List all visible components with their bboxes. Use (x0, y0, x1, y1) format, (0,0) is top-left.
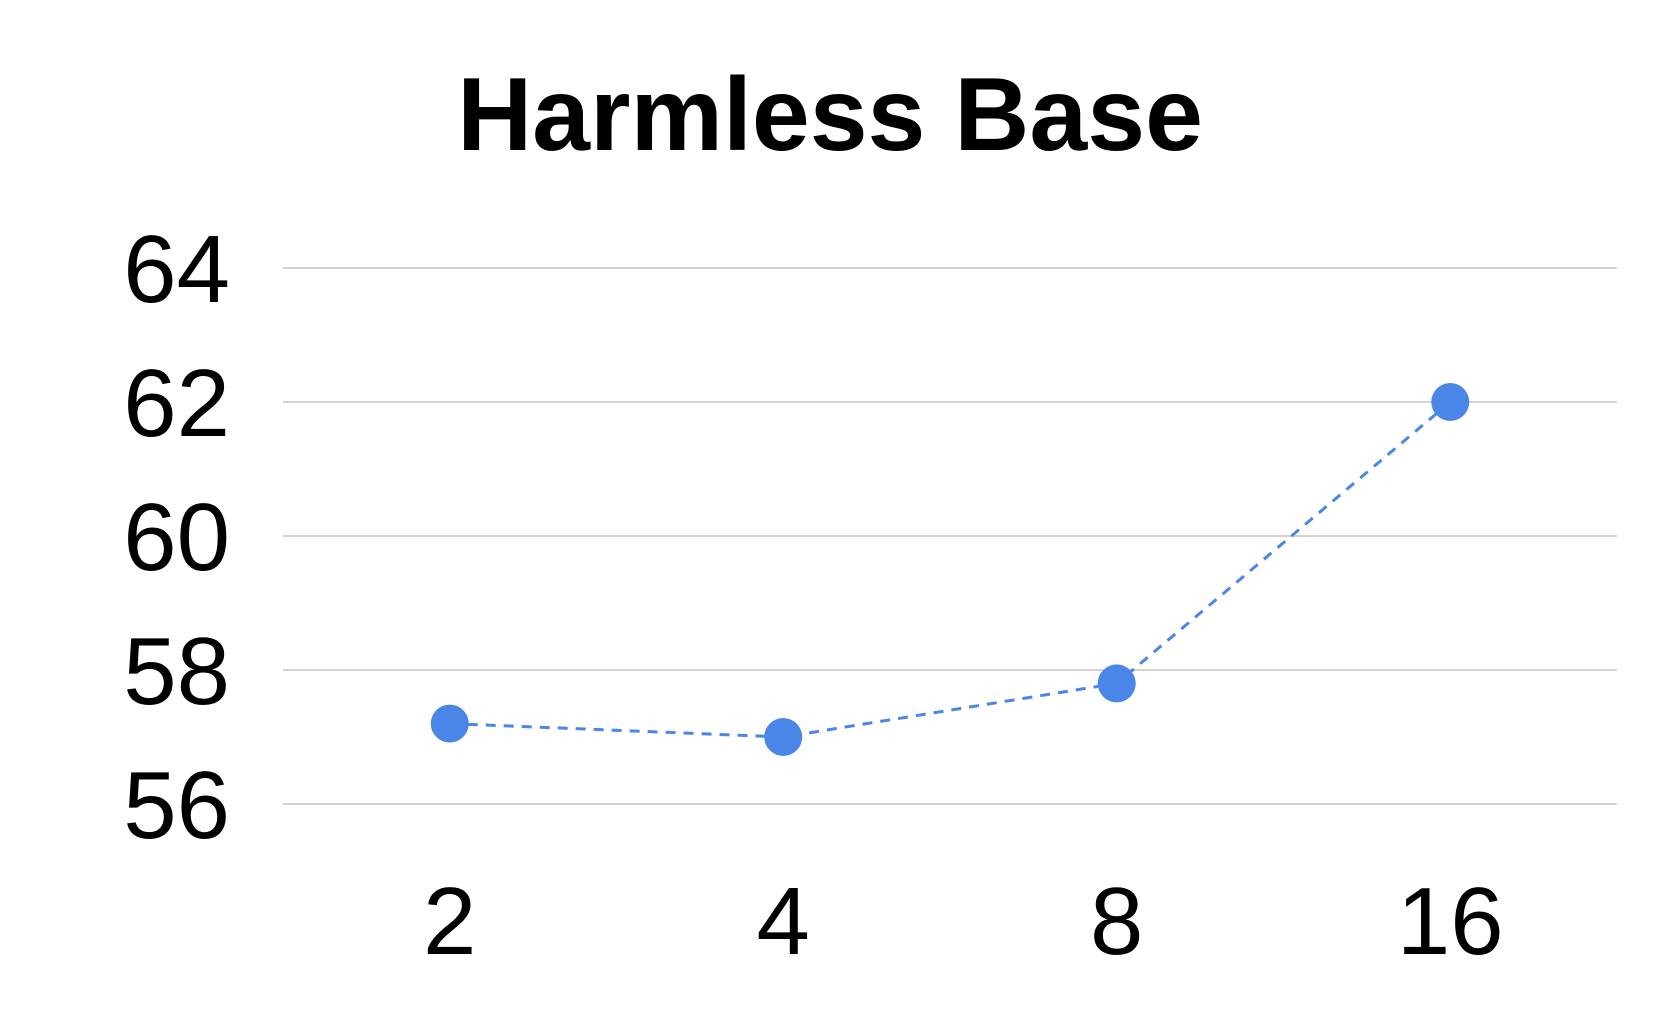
x-tick-label: 16 (1397, 868, 1504, 975)
data-point (764, 718, 803, 756)
y-tick-label: 60 (123, 484, 230, 591)
series-line (449, 400, 1452, 739)
data-point (1097, 664, 1136, 703)
y-tick-label: 58 (123, 618, 230, 725)
plot-area (430, 383, 1470, 756)
y-axis: 56 58 60 62 64 (123, 216, 230, 859)
y-tick-label: 64 (123, 216, 230, 323)
data-point (430, 704, 469, 743)
y-tick-label: 62 (123, 350, 230, 457)
x-tick-label: 2 (423, 868, 476, 975)
grid (283, 267, 1617, 805)
x-axis: 2 4 8 16 (423, 868, 1504, 975)
chart-title: Harmless Base (457, 57, 1203, 173)
data-point (1431, 383, 1470, 421)
x-tick-label: 8 (1090, 868, 1143, 975)
x-tick-label: 4 (757, 868, 810, 975)
y-tick-label: 56 (123, 752, 230, 859)
